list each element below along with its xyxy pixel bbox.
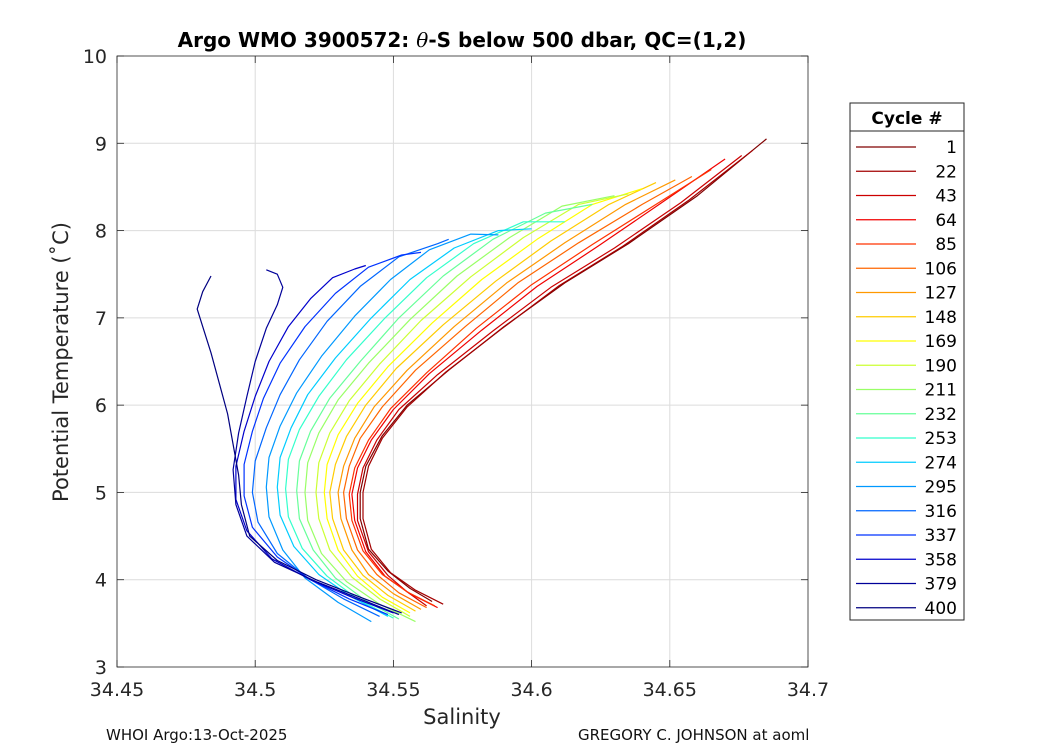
- series-line-cycle-211: [304, 195, 615, 623]
- legend-label-85: 85: [935, 235, 957, 255]
- plot-frame: [116, 55, 809, 668]
- series-line-cycle-43: [356, 155, 743, 607]
- footer-author: GREGORY C. JOHNSON at aoml: [578, 726, 810, 744]
- legend-label-64: 64: [935, 211, 957, 231]
- series-line-cycle-253: [285, 221, 565, 619]
- x-tick-label: 34.45: [90, 679, 144, 701]
- legend-title: Cycle #: [871, 109, 942, 129]
- series-line-cycle-64: [351, 158, 726, 609]
- y-axis-label: Potential Temperature (˚C): [49, 222, 73, 502]
- legend-label-400: 400: [925, 599, 957, 619]
- legend-label-190: 190: [925, 356, 957, 376]
- legend-label-295: 295: [925, 478, 957, 498]
- series-line-cycle-148: [329, 182, 657, 612]
- legend-label-316: 316: [925, 502, 957, 522]
- series-line-cycle-190: [315, 193, 629, 617]
- legend-label-22: 22: [935, 162, 957, 182]
- legend-label-127: 127: [925, 284, 957, 304]
- series-line-cycle-85: [348, 168, 712, 607]
- y-tick-label: 10: [83, 46, 107, 68]
- series-line-cycle-127: [337, 179, 676, 610]
- y-tick-label: 4: [95, 570, 107, 592]
- legend-label-379: 379: [925, 575, 957, 595]
- series-line-cycle-1: [359, 138, 767, 603]
- x-tick-label: 34.65: [643, 679, 697, 701]
- y-tick-label: 8: [95, 221, 107, 243]
- series-line-cycle-295: [265, 233, 499, 623]
- axis-ticks: 34.45 34.5 34.55 34.6 34.65 34.7 3 4 5 6 7 8 9 10: [83, 46, 829, 701]
- x-tick-label: 34.5: [234, 679, 276, 701]
- y-tick-label: 5: [95, 482, 107, 504]
- chart-title-part-2: -S below 500 dbar, QC=(1,2): [428, 28, 746, 52]
- series-line-cycle-316: [251, 238, 449, 617]
- legend-box: [849, 102, 965, 621]
- legend-label-337: 337: [925, 526, 957, 546]
- series-line-cycle-232: [296, 203, 593, 620]
- chart-title-part-1: Argo WMO 3900572:: [178, 28, 417, 52]
- legend-label-211: 211: [925, 381, 957, 401]
- x-tick-label: 34.6: [510, 679, 552, 701]
- legend: Cycle # 1 22 43 64 85 106 127 148 169 190 211 232 25…: [849, 102, 965, 621]
- series-line-cycle-106: [343, 175, 693, 609]
- series-line-cycle-379: [232, 269, 400, 616]
- legend-label-232: 232: [925, 405, 957, 425]
- x-tick-label: 34.7: [787, 679, 829, 701]
- legend-label-274: 274: [925, 453, 957, 473]
- series-line-cycle-274: [276, 228, 532, 617]
- x-axis-label: Salinity: [423, 705, 501, 729]
- chart-title-theta: θ: [416, 28, 428, 52]
- y-tick-label: 6: [95, 395, 107, 417]
- y-tick-label: 3: [95, 657, 107, 679]
- legend-label-1: 1: [946, 138, 957, 158]
- legend-label-148: 148: [925, 308, 957, 328]
- series-line-cycle-22: [362, 149, 754, 605]
- series-line-cycle-169: [323, 188, 643, 614]
- legend-entries: 1 22 43 64 85 106 127 148 169 190 211 232 253 274 295 3…: [856, 138, 957, 619]
- x-tick-label: 34.55: [366, 679, 420, 701]
- series-line-cycle-400: [196, 275, 402, 614]
- legend-label-43: 43: [935, 187, 957, 207]
- y-tick-label: 7: [95, 308, 107, 330]
- legend-label-358: 358: [925, 550, 957, 570]
- chart-title: Argo WMO 3900572: θ-S below 500 dbar, QC…: [178, 28, 747, 52]
- footer-source: WHOI Argo:13-Oct-2025: [106, 726, 288, 744]
- y-tick-label: 9: [95, 133, 107, 155]
- plot-area: [117, 56, 808, 667]
- legend-label-253: 253: [925, 429, 957, 449]
- legend-label-106: 106: [925, 259, 957, 279]
- series-layer: [196, 138, 767, 623]
- legend-label-169: 169: [925, 332, 957, 352]
